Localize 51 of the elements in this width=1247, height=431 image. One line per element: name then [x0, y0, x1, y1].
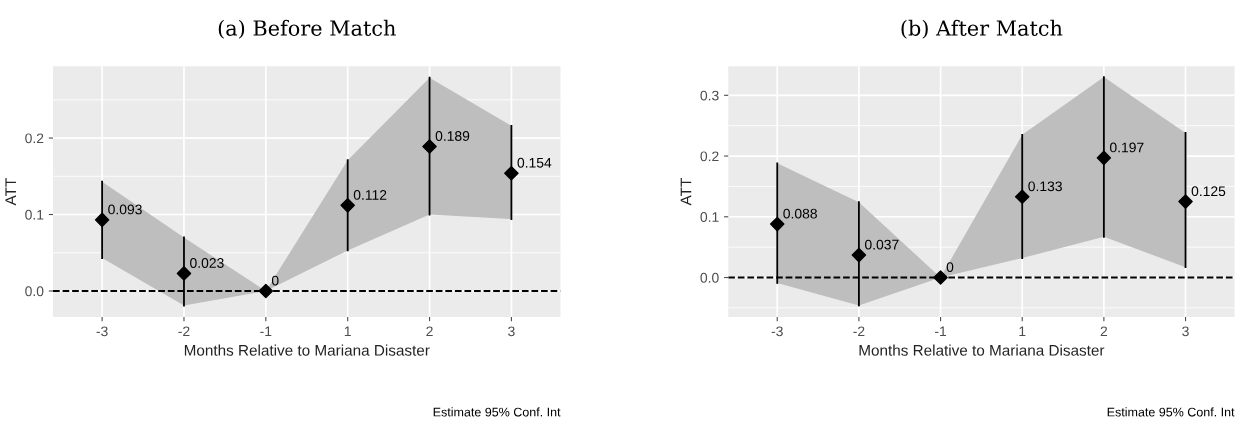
point	[504, 165, 519, 181]
chart-title: (b) After Match	[901, 19, 1063, 39]
chart-title: (a) Before Match	[218, 19, 396, 39]
x-tick-label: -2	[853, 326, 865, 337]
text: Estimate 95% Conf. Int	[1107, 407, 1235, 417]
y-tick-label: 0.2	[700, 151, 719, 162]
data-label: 0.125	[1191, 186, 1226, 197]
data-label: 0.133	[1028, 181, 1062, 192]
x-tick-label: -1	[935, 326, 947, 337]
x-tick-label: -3	[96, 326, 108, 337]
y-tick-label: 0.0	[700, 272, 719, 283]
x-tick-label: 3	[508, 326, 515, 337]
data-label: 0	[271, 275, 279, 286]
data-label: 0.112	[353, 189, 387, 200]
data-label: 0	[946, 262, 954, 272]
x-tick-label: 2	[1100, 326, 1108, 337]
text: Estimate 95% Conf. Int	[433, 407, 561, 417]
point	[769, 216, 785, 232]
data-label: 0.093	[108, 204, 142, 215]
data-label: 0.023	[190, 258, 224, 268]
x-axis-title: Months Relative to Mariana Disaster	[184, 344, 430, 356]
point	[176, 266, 192, 281]
x-tick-label: 1	[1019, 326, 1026, 337]
point	[1178, 194, 1193, 209]
data-label: 0.037	[865, 239, 899, 250]
x-tick-label: -3	[771, 326, 783, 337]
data-label: 0.088	[783, 208, 817, 219]
y-axis-title: ATT	[680, 178, 692, 206]
point	[1014, 189, 1030, 205]
y-axis-title: ATT	[5, 178, 16, 206]
y-tick-label: 0.0	[25, 286, 44, 297]
x-tick-label: 3	[1182, 326, 1189, 337]
point	[422, 139, 437, 154]
data-label: 0.197	[1109, 142, 1144, 153]
point	[340, 198, 355, 213]
y-tick-label: 0.1	[25, 209, 44, 220]
point	[933, 270, 948, 285]
x-tick-label: -1	[260, 326, 272, 337]
point	[258, 283, 274, 299]
point	[1096, 150, 1112, 166]
y-tick-label: 0.1	[700, 212, 719, 222]
point	[851, 247, 867, 263]
point	[94, 212, 110, 228]
y-tick-label: 0.2	[25, 133, 44, 144]
y-tick-label: 0.3	[700, 90, 719, 101]
data-label: 0.189	[435, 131, 470, 141]
x-tick-label: -2	[178, 326, 190, 337]
x-tick-label: 1	[344, 326, 351, 337]
data-label: 0.154	[517, 157, 552, 168]
x-axis-title: Months Relative to Mariana Disaster	[859, 344, 1105, 356]
x-tick-label: 2	[426, 326, 433, 337]
